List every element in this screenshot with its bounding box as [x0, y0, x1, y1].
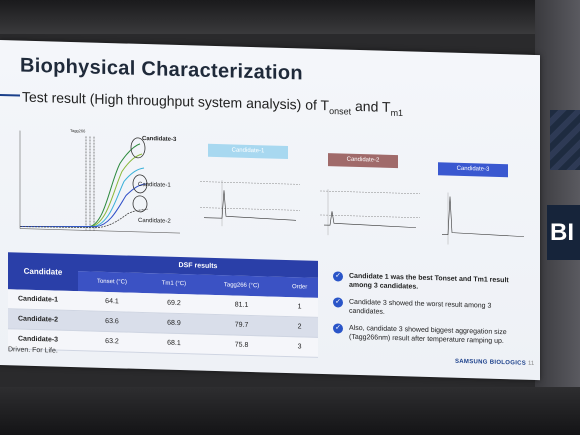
check-circle-icon: ✓: [333, 297, 343, 308]
candidate-2-tab: Candidate-2: [328, 153, 398, 169]
page-number: 11: [528, 360, 535, 367]
label-candidate-2: Candidate-2: [138, 218, 171, 225]
candidate-1-tab: Candidate-1: [208, 143, 288, 160]
candidate-1-plot: [200, 168, 300, 231]
finding-item: ✓ Candidate 1 was the best Tonset and Tm…: [333, 271, 523, 294]
dsf-chart: Tagg266 Candidate-3 Candidate-1 Candidat…: [10, 120, 190, 243]
check-circle-icon: ✓: [333, 323, 343, 334]
candidate-3-plot: [438, 186, 528, 249]
highlight-circle: [132, 174, 148, 194]
projected-slide: Biophysical Characterization Test result…: [0, 40, 540, 381]
curve-lime: [19, 153, 143, 228]
dsf-chart-svg: Tagg266 Candidate-3 Candidate-1 Candidat…: [19, 128, 180, 234]
background-banner-stripe: [550, 110, 580, 170]
col-candidate-header: Candidate: [8, 252, 78, 292]
room-ceiling: [0, 0, 580, 34]
finding-item: ✓ Candidate 3 showed the worst result am…: [333, 297, 523, 320]
col-tagg-header: Tagg266 (°C): [201, 274, 282, 297]
label-candidate-3: Candidate-3: [142, 136, 177, 143]
candidate-3-tab: Candidate-3: [438, 162, 508, 178]
check-circle-icon: ✓: [333, 271, 343, 282]
curve-green: [19, 143, 141, 228]
curve-dashed: [19, 208, 149, 229]
col-onset-header: Tonset (°C): [78, 271, 146, 294]
footer-tagline: Driven. For Life.: [8, 346, 58, 355]
highlight-circle: [132, 195, 148, 213]
slide-subtitle: Test result (High throughput system anal…: [22, 88, 404, 119]
label-candidate-1: Candidate-1: [138, 182, 171, 189]
background-banner-letters: BI: [547, 205, 580, 260]
col-tm1-header: Tm1 (°C): [145, 273, 202, 295]
curve-blue: [19, 183, 147, 228]
label-tagg: Tagg266: [70, 128, 86, 133]
title-rule: [0, 94, 20, 97]
dsf-results-table: Candidate DSF results Tonset (°C) Tm1 (°…: [8, 252, 318, 358]
finding-item: ✓ Also, candidate 3 showed biggest aggre…: [333, 323, 523, 346]
x-axis: [20, 228, 180, 234]
candidate-2-plot: [320, 177, 420, 240]
room-floor: [0, 387, 580, 435]
slide-title: Biophysical Characterization: [20, 54, 303, 85]
col-order-header: Order: [281, 276, 318, 298]
curve-cyan: [19, 167, 145, 228]
footer-logo: SAMSUNG BIOLOGICS: [455, 358, 527, 367]
highlight-circle: [130, 137, 146, 159]
findings-list: ✓ Candidate 1 was the best Tonset and Tm…: [333, 271, 523, 354]
